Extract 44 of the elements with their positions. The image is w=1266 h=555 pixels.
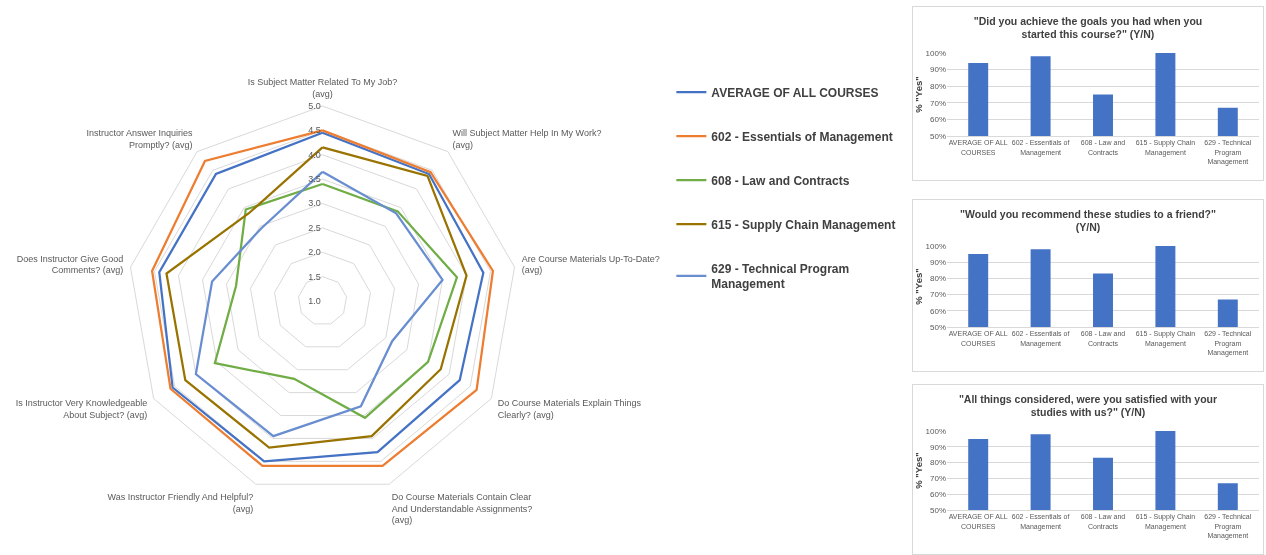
y-tick-label: 2.5 bbox=[308, 222, 321, 233]
legend-label: 615 - Supply Chain Management bbox=[711, 217, 896, 232]
y-tick-label: 90% bbox=[929, 258, 946, 267]
y-tick-label: 1.0 bbox=[308, 295, 321, 306]
spoke-label: Does Instructor Give Good Comments? (avg) bbox=[16, 253, 124, 276]
chart-title: "All things considered, were you satisfied with your studies with us?" (Y/N) bbox=[958, 392, 1218, 419]
legend-label: 629 - Technical Program Management bbox=[711, 261, 850, 292]
y-tick-label: 70% bbox=[929, 474, 946, 484]
y-tick-label: 5.0 bbox=[308, 100, 321, 111]
legend-label: 608 - Law and Contracts bbox=[711, 173, 850, 188]
spoke-label: Are Course Materials Up-To-Date? (avg) bbox=[521, 253, 660, 276]
y-tick-label: 80% bbox=[929, 458, 946, 468]
y-tick-label: 90% bbox=[929, 65, 946, 75]
y-tick-label: 70% bbox=[929, 290, 946, 300]
legend-label: AVERAGE OF ALL COURSES bbox=[711, 85, 879, 100]
y-tick-label: 3.0 bbox=[308, 198, 321, 209]
y-tick-label: 1.5 bbox=[308, 271, 321, 282]
y-tick-label: 60% bbox=[929, 306, 946, 316]
y-tick-label: 100% bbox=[925, 426, 946, 436]
spoke-label: Do Course Materials Explain Things Clearly? (avg) bbox=[497, 398, 642, 421]
spoke-label: Will Subject Matter Help In My Work? (avg) bbox=[452, 128, 602, 151]
y-tick-label: 80% bbox=[929, 274, 946, 284]
y-tick-label: 60% bbox=[929, 115, 946, 125]
legend-label: 602 - Essentials of Management bbox=[711, 129, 893, 144]
chart-title: "Did you achieve the goals you had when you started this course?" (Y/N) bbox=[973, 14, 1203, 41]
y-tick-label: 70% bbox=[929, 98, 946, 108]
y-tick-label: 100% bbox=[925, 241, 946, 251]
y-tick-label: 50% bbox=[929, 131, 946, 141]
y-tick-label: 60% bbox=[929, 490, 946, 499]
y-axis-title: % "Yes" bbox=[913, 452, 924, 489]
y-tick-label: 100% bbox=[925, 48, 946, 58]
y-axis-title: % "Yes" bbox=[913, 268, 924, 305]
y-tick-label: 50% bbox=[929, 322, 946, 332]
y-tick-label: 50% bbox=[929, 505, 946, 515]
spoke-label: Do Course Materials Contain Clear And Understandable Assignments? (avg) bbox=[391, 491, 533, 526]
spoke-label: Is Instructor Very Knowledgeable About Subject? (avg) bbox=[15, 398, 148, 421]
spoke-label: Is Subject Matter Related To My Job? (avg) bbox=[247, 77, 398, 99]
spoke-label: Was Instructor Friendly And Helpful? (avg) bbox=[107, 492, 254, 514]
chart-title: "Would you recommend these studies to a friend?" (Y/N) bbox=[960, 207, 1216, 234]
y-tick-label: 80% bbox=[929, 82, 946, 91]
y-axis-title: % "Yes" bbox=[913, 76, 924, 113]
y-tick-label: 90% bbox=[929, 442, 946, 452]
spoke-label: Instructor Answer Inquiries Promptly? (avg) bbox=[86, 128, 193, 151]
y-tick-label: 2.0 bbox=[308, 247, 321, 258]
